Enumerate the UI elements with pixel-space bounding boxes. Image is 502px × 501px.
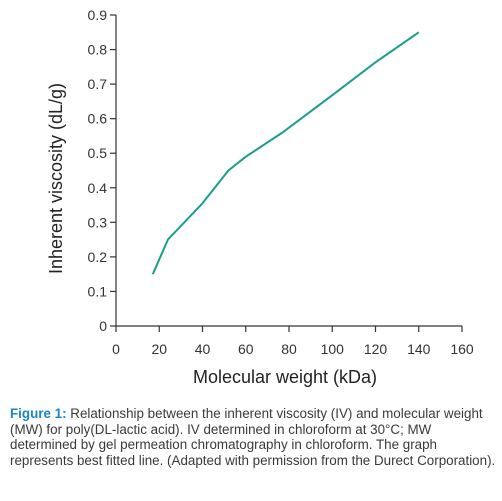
y-tick-label: 0 [99, 318, 107, 334]
line-chart: 0 0.1 0.2 0.3 0.4 0.5 0.6 0.7 0.8 0.9 0 20 40 60 80 10… [46, 7, 474, 387]
figure-caption: Figure 1: Relationship between the inher… [10, 406, 496, 468]
series-line [151, 31, 420, 275]
y-tick-label: 0.8 [88, 42, 108, 58]
y-tick-label: 0.5 [88, 145, 108, 161]
x-tick-label: 40 [195, 341, 211, 357]
y-tick-label: 0.6 [88, 111, 108, 127]
series-layer [151, 31, 420, 275]
figure-label: Figure 1: [10, 406, 67, 421]
x-tick-label: 0 [112, 341, 120, 357]
y-tick-label: 0.7 [88, 76, 108, 92]
x-tick-label: 20 [151, 341, 167, 357]
x-tick-label: 80 [281, 341, 297, 357]
y-tick-label: 0.2 [88, 249, 108, 265]
x-axis-title: Molecular weight (kDa) [193, 367, 377, 387]
y-tick-label: 0.3 [88, 214, 108, 230]
y-tick-label: 0.9 [88, 7, 108, 23]
x-tick-label: 160 [450, 341, 474, 357]
x-tick-label: 100 [321, 341, 345, 357]
x-axis: 0 20 40 60 80 100 120 140 160 [112, 325, 474, 357]
y-axis: 0 0.1 0.2 0.3 0.4 0.5 0.6 0.7 0.8 0.9 [88, 7, 117, 334]
y-tick-label: 0.1 [88, 283, 108, 299]
y-tick-label: 0.4 [88, 180, 108, 196]
x-tick-label: 140 [407, 341, 431, 357]
figure-caption-text: Relationship between the inherent viscos… [10, 406, 496, 468]
x-tick-label: 120 [364, 341, 388, 357]
y-axis-title: Inherent viscosity (dL/g) [46, 83, 66, 274]
x-tick-label: 60 [238, 341, 254, 357]
